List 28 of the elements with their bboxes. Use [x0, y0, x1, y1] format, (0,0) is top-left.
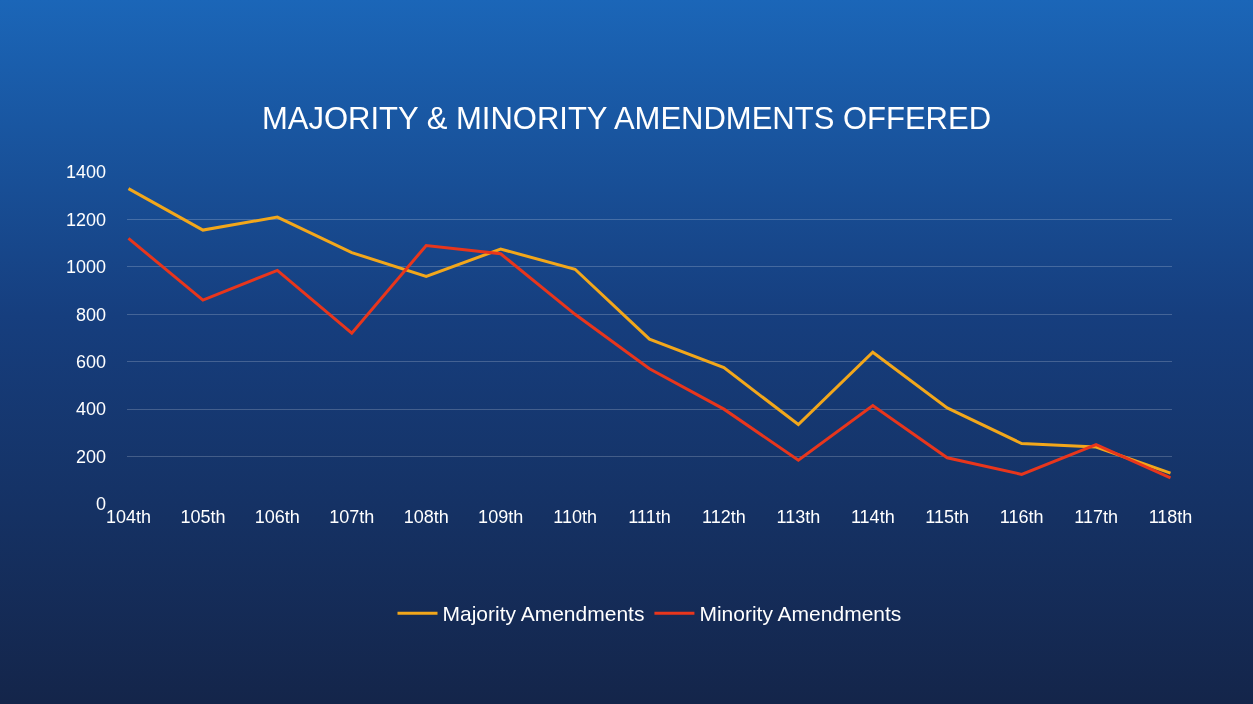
x-tick-label: 105th — [180, 507, 226, 527]
x-tick-label: 112th — [702, 507, 746, 527]
legend-label: Minority Amendments — [699, 602, 902, 626]
x-tick-label: 110th — [553, 507, 597, 527]
line-series — [127, 187, 1172, 475]
x-tick-label: 109th — [478, 507, 524, 527]
y-tick-label: 400 — [75, 399, 106, 420]
line-series — [127, 236, 1172, 480]
y-tick-label: 1400 — [65, 162, 106, 183]
y-tick-label: 200 — [75, 446, 106, 467]
x-tick-label: 111th — [628, 507, 671, 527]
x-tick-label: 107th — [329, 507, 375, 527]
x-tick-label: 116th — [999, 507, 1044, 527]
x-tick-label: 115th — [925, 507, 970, 527]
y-tick-label: 1200 — [65, 209, 106, 230]
chart-title: MAJORITY & MINORITY AMENDMENTS OFFERED — [261, 101, 992, 137]
x-tick-label: 108th — [403, 507, 449, 527]
x-tick-label: 106th — [254, 507, 300, 527]
y-tick-label: 600 — [75, 352, 106, 373]
y-tick-label: 0 — [95, 494, 106, 515]
y-tick-label: 800 — [75, 304, 106, 325]
legend-label: Majority Amendments — [442, 602, 645, 626]
x-tick-label: 117th — [1074, 507, 1118, 527]
x-tick-label: 118th — [1148, 507, 1193, 527]
y-tick-label: 1000 — [65, 257, 106, 278]
x-tick-label: 114th — [850, 507, 895, 527]
x-tick-label: 104th — [105, 507, 152, 527]
x-tick-label: 113th — [776, 507, 821, 527]
